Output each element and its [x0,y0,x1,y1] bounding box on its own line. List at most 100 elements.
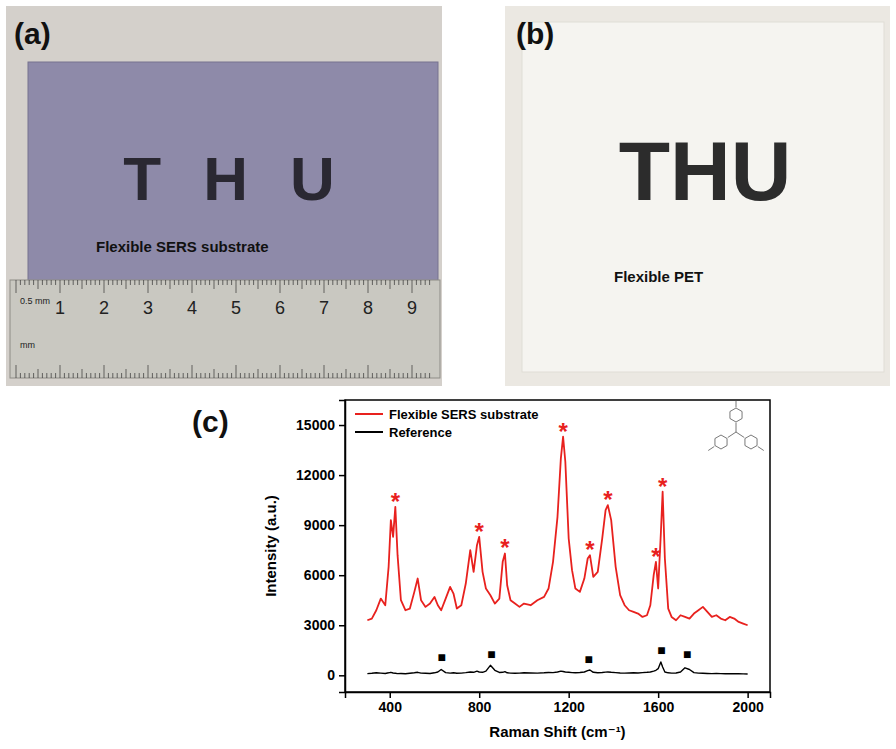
molecule-bond [708,447,714,451]
ruler-tick [310,373,311,378]
ruler-tick [178,373,179,378]
ruler-tick [161,373,162,378]
y-tick: 12000 [296,467,345,483]
ruler-tick [24,280,25,285]
molecule-ring [715,435,727,449]
ruler-tick [372,280,373,285]
ruler-tick [38,280,39,289]
ruler-tick [174,280,175,285]
ruler-tick [328,373,329,378]
y-tick: 15000 [296,417,345,433]
x-tick-mark [479,692,481,698]
ruler-tick [192,280,193,293]
ruler-tick [20,373,21,378]
ruler-tick [271,373,272,378]
peak-marker: * [651,543,661,570]
ruler-tick [29,373,30,378]
panel-label: (a) [14,17,51,50]
ruler-tick [258,280,259,289]
y-tick: 0 [327,667,345,683]
ruler-tick [341,373,342,378]
ruler-tick [420,280,421,285]
y-tick-mark [339,525,345,527]
ruler-tick [51,280,52,285]
y-tick-mark [339,425,345,427]
ruler-tick [20,280,21,285]
ruler-tick [249,373,250,378]
panel-b: (b)THUFlexible PET [505,6,890,386]
peak-marker: ■ [487,646,495,662]
ruler-number: 6 [275,298,285,318]
ruler-tick [108,373,109,378]
caption: Flexible SERS substrate [96,238,269,255]
ruler-number: 9 [407,298,417,318]
ruler-tick [394,280,395,285]
ruler-tick [156,280,157,285]
ruler-tick [319,373,320,378]
ruler-tick [368,280,369,293]
ruler-tick [222,373,223,378]
ruler-tick [253,280,254,285]
ruler-tick [121,280,122,285]
ruler-tick [205,373,206,378]
ruler-tick [332,373,333,378]
peak-marker: * [603,486,613,513]
ruler-tick [341,280,342,285]
ruler-tick [346,280,347,289]
ruler-tick [324,280,325,293]
molecule-bond [758,447,764,451]
ruler-tick [214,280,215,289]
ruler-tick [359,280,360,285]
ruler-tick [390,280,391,289]
ruler-tick [90,280,91,285]
ruler [10,280,440,378]
ruler-tick [46,373,47,378]
panel-label: (b) [516,17,554,50]
ruler-tick [170,280,171,289]
ruler-tick [148,365,149,378]
plot-lines [367,437,747,674]
ruler-tick [306,280,307,285]
ruler-tick [249,280,250,285]
ruler-tick [407,373,408,378]
ruler-tick [240,280,241,285]
x-tick: 1600 [643,692,674,715]
ruler-tick [24,373,25,378]
annotations: ********■■■■■ [391,418,692,667]
legend-label: Reference [389,425,452,440]
ruler-tick [412,365,413,378]
ruler-tick [337,373,338,378]
ruler-tick [297,373,298,378]
ruler-tick [315,280,316,285]
peak-marker: * [558,418,568,445]
ruler-tick [425,280,426,285]
ruler-tick [38,369,39,378]
ruler-tick [231,373,232,378]
printed-text: THU [619,124,792,218]
y-tick: 9000 [304,517,345,533]
ruler-tick [152,280,153,285]
ruler-tick [73,280,74,285]
ruler-tick [332,280,333,285]
x-tick-label: 1600 [643,699,674,715]
ruler-tick [284,280,285,285]
ruler-tick [77,280,78,285]
y-axis-line [339,401,346,693]
peak-marker: * [658,473,668,500]
figure: (a)THUFlexible SERS substrate1234567890.… [0,0,896,749]
ruler-tick [134,280,135,285]
legend-swatch [355,431,383,433]
ruler-tick [266,373,267,378]
y-tick-mark [339,475,345,477]
ruler-tick [368,365,369,378]
ruler-tick [90,373,91,378]
y-tick-label: 0 [327,667,335,683]
ruler-tick [139,280,140,285]
legend-swatch [355,413,383,415]
ruler-tick [381,373,382,378]
ruler-tick [236,280,237,293]
panel-a: (a)THUFlexible SERS substrate1234567890.… [6,6,442,386]
ruler-tick [280,280,281,293]
ruler-tick [200,280,201,285]
ruler-tick [99,373,100,378]
